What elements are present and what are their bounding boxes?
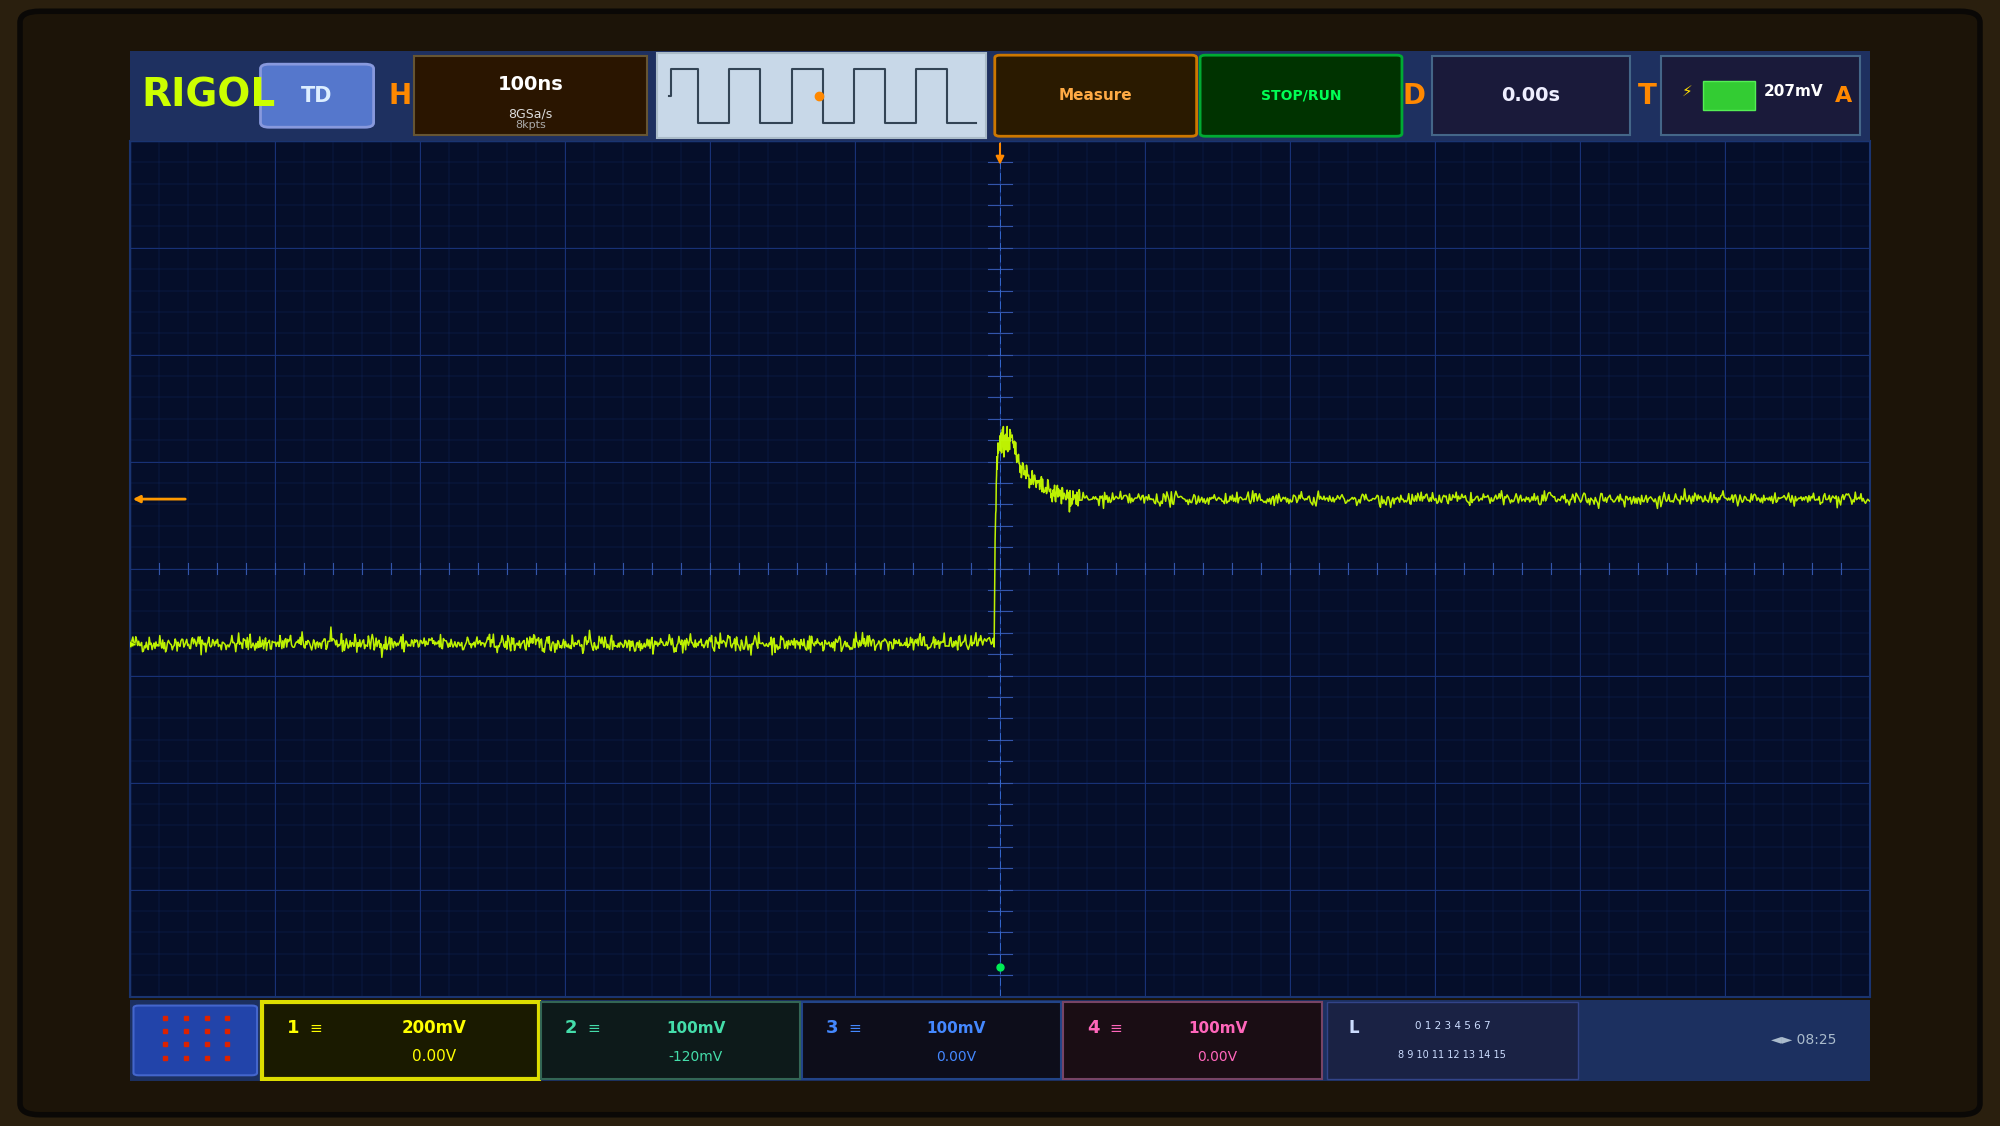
Text: 100mV: 100mV [666, 1021, 726, 1036]
Text: D: D [1402, 82, 1426, 109]
FancyBboxPatch shape [134, 1006, 258, 1075]
FancyBboxPatch shape [1062, 1002, 1322, 1079]
FancyBboxPatch shape [1432, 56, 1630, 135]
Text: 0 1 2 3 4 5 6 7: 0 1 2 3 4 5 6 7 [1414, 1021, 1490, 1030]
Text: 2: 2 [566, 1019, 578, 1037]
Text: 8 9 10 11 12 13 14 15: 8 9 10 11 12 13 14 15 [1398, 1051, 1506, 1060]
Text: 0.00V: 0.00V [1198, 1049, 1238, 1064]
FancyBboxPatch shape [1328, 1002, 1578, 1079]
Text: ≡: ≡ [310, 1021, 322, 1036]
Text: 8kpts: 8kpts [514, 120, 546, 129]
Text: 8GSa/s: 8GSa/s [508, 107, 552, 120]
Text: 0.00V: 0.00V [412, 1049, 456, 1064]
Text: 4: 4 [1088, 1019, 1100, 1037]
FancyBboxPatch shape [1662, 56, 1860, 135]
Text: T: T [1638, 82, 1656, 109]
Text: H: H [388, 82, 412, 109]
FancyBboxPatch shape [658, 53, 986, 138]
FancyBboxPatch shape [260, 64, 374, 127]
Text: 200mV: 200mV [402, 1019, 466, 1037]
Text: L: L [1348, 1019, 1358, 1037]
Text: -120mV: -120mV [668, 1049, 722, 1064]
FancyBboxPatch shape [1200, 55, 1402, 136]
FancyBboxPatch shape [802, 1002, 1060, 1079]
FancyBboxPatch shape [262, 1002, 538, 1079]
Text: ≡: ≡ [1110, 1021, 1122, 1036]
Text: ≡: ≡ [588, 1021, 600, 1036]
Text: 100mV: 100mV [926, 1021, 986, 1036]
Text: STOP/RUN: STOP/RUN [1260, 89, 1342, 102]
Text: 0.00s: 0.00s [1502, 87, 1560, 105]
Text: 207mV: 207mV [1764, 83, 1824, 99]
Text: 1: 1 [286, 1019, 300, 1037]
FancyBboxPatch shape [994, 55, 1196, 136]
FancyBboxPatch shape [540, 1002, 800, 1079]
Text: RIGOL: RIGOL [142, 77, 276, 115]
Text: ◄► 08:25: ◄► 08:25 [1772, 1034, 1836, 1047]
Text: ⚡: ⚡ [1682, 83, 1692, 99]
FancyBboxPatch shape [414, 56, 646, 135]
Text: A: A [1836, 86, 1852, 106]
Text: 3: 3 [826, 1019, 838, 1037]
Text: 100mV: 100mV [1188, 1021, 1248, 1036]
Text: 0.00V: 0.00V [936, 1049, 976, 1064]
Text: Measure: Measure [1058, 88, 1132, 104]
Text: ≡: ≡ [848, 1021, 862, 1036]
Text: 100ns: 100ns [498, 75, 564, 95]
FancyBboxPatch shape [1702, 81, 1756, 110]
Text: TD: TD [300, 86, 332, 106]
